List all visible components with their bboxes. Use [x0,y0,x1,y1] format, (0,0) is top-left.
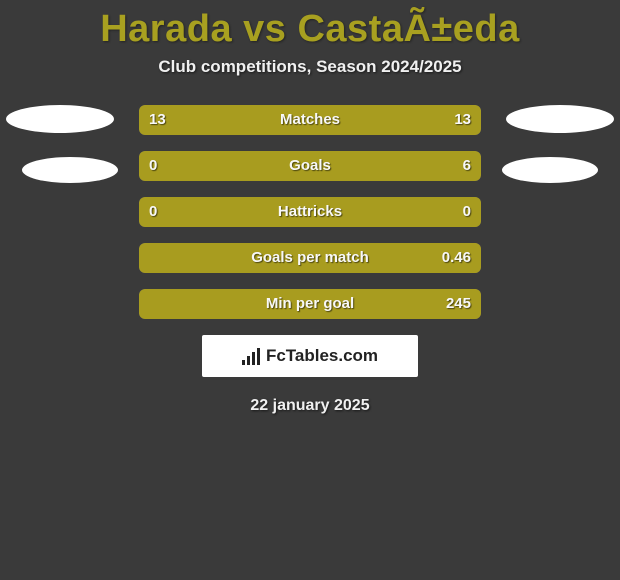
stat-row: 06Goals [139,151,481,181]
stat-row: 00Hattricks [139,197,481,227]
player-left-avatar-2 [22,157,118,183]
stat-label: Hattricks [139,197,481,227]
fctables-logo: FcTables.com [202,335,418,377]
player-right-avatar-1 [506,105,614,133]
bars-container: 1313Matches 06Goals 00Hattricks 0.46Goals p… [139,105,481,319]
logo-bars-icon [242,347,260,365]
player-right-avatar-2 [502,157,598,183]
page-title: Harada vs CastaÃ±eda [0,0,620,57]
stat-row: 245Min per goal [139,289,481,319]
stat-label: Goals per match [139,243,481,273]
comparison-chart: 1313Matches 06Goals 00Hattricks 0.46Goals p… [0,105,620,415]
stat-label: Matches [139,105,481,135]
stat-label: Goals [139,151,481,181]
date-line: 22 january 2025 [0,377,620,415]
stat-row: 1313Matches [139,105,481,135]
subtitle: Club competitions, Season 2024/2025 [0,57,620,105]
stat-label: Min per goal [139,289,481,319]
logo-text: FcTables.com [266,346,378,366]
stat-row: 0.46Goals per match [139,243,481,273]
player-left-avatar-1 [6,105,114,133]
